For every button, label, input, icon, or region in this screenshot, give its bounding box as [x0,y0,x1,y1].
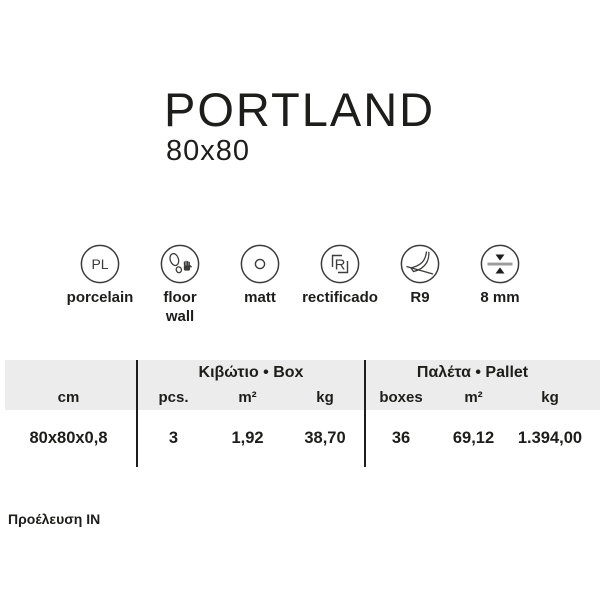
slip-rating-icon [400,244,440,284]
group-header-pallet: Παλέτα • Pallet [416,363,529,381]
feature-label-thickness: 8 mm [480,289,520,306]
col-header-m2-pallet: m² [464,389,483,406]
feature-rectified: R rectificado [300,244,380,327]
feature-label-porcelain: porcelain [66,289,134,306]
row-m2-box-value: 1,92 [231,429,264,447]
col-header-kg-box: kg [316,389,334,406]
row-boxes-value: 36 [391,429,411,447]
row-m2-pallet-value: 69,12 [452,429,495,447]
matt-icon [240,244,280,284]
svg-text:R: R [335,257,346,274]
feature-slip-rating: R9 [380,244,460,327]
feature-label-floor-wall: floor wall [163,289,197,325]
table-divider-2 [364,360,366,467]
table-divider-1 [136,360,138,467]
col-header-boxes: boxes [379,389,423,406]
porcelain-icon: PL [80,244,120,284]
table-grid: Κιβώτιο • Box Παλέτα • Pallet cm pcs. m²… [0,360,600,467]
page-title: PORTLAND [164,83,436,136]
table-header-band [5,360,600,410]
col-header-kg-pallet: kg [541,389,559,406]
row-kg-pallet-value: 1.394,00 [517,429,583,447]
rectified-icon: R [320,244,360,284]
col-header-m2-box: m² [238,389,257,406]
row-size-value: 80x80x0,8 [29,429,108,447]
row-kg-box-value: 38,70 [304,429,346,447]
page-subtitle: 80x80 [166,135,251,167]
group-header-box: Κιβώτιο • Box [198,363,304,381]
feature-label-slip-rating: R9 [410,289,430,306]
col-header-cm: cm [57,389,80,406]
packing-spec-table: Κιβώτιο • Box Παλέτα • Pallet cm pcs. m²… [0,360,600,467]
feature-floor-wall: floor wall [140,244,220,327]
feature-label-rectified: rectificado [302,289,378,306]
svg-text:PL: PL [91,256,108,272]
feature-thickness: 8 mm [460,244,540,327]
feature-matt: matt [220,244,300,327]
group-header-spacer [0,360,137,385]
thickness-icon [480,244,520,284]
floor-wall-icon [160,244,200,284]
row-pcs-value: 3 [168,429,179,447]
feature-label-matt: matt [244,289,276,306]
feature-icon-row: PL porcelain [60,244,540,327]
col-header-pcs: pcs. [158,389,189,406]
origin-note: Προέλευση IN [8,511,101,527]
feature-porcelain: PL porcelain [60,244,140,327]
